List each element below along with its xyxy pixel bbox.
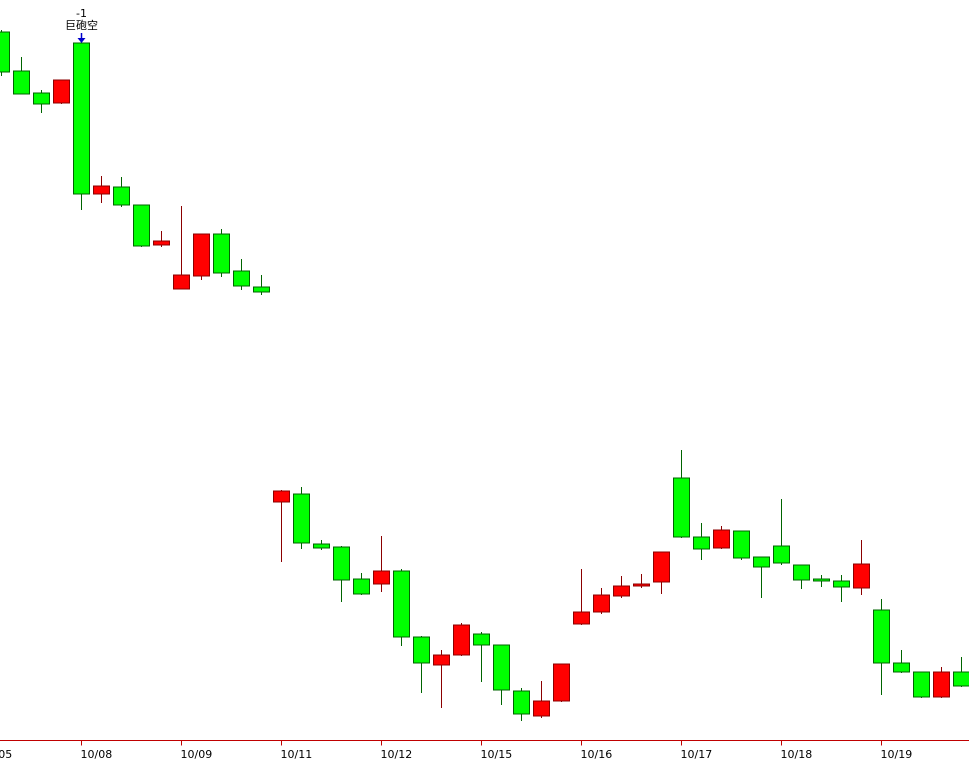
- candle-body: [913, 671, 930, 698]
- candle-body: [13, 70, 30, 95]
- candle-body: [313, 543, 330, 549]
- candle-body: [733, 530, 750, 559]
- candle-body: [853, 563, 870, 589]
- candle-body: [0, 31, 10, 73]
- candle-body: [73, 42, 90, 195]
- candle-body: [633, 583, 650, 587]
- candle-body: [753, 556, 770, 568]
- candle-body: [673, 477, 690, 538]
- candle-body: [133, 204, 150, 247]
- candle-body: [693, 536, 710, 550]
- candle-body: [893, 662, 910, 673]
- x-tick-label: 10/18: [781, 748, 813, 761]
- candle-body: [233, 270, 250, 287]
- candle-body: [613, 585, 630, 597]
- candle-body: [533, 700, 550, 717]
- candle-body: [193, 233, 210, 277]
- candle-body: [573, 611, 590, 625]
- x-tick-label: 10/08: [81, 748, 113, 761]
- candle-body: [453, 624, 470, 656]
- candle-body: [773, 545, 790, 564]
- candle-body: [653, 551, 670, 583]
- candle-body: [413, 636, 430, 664]
- x-tick-label: 10/09: [181, 748, 213, 761]
- candle-body: [153, 240, 170, 246]
- candle-body: [953, 671, 969, 687]
- candle-body: [273, 490, 290, 503]
- candle-body: [93, 185, 110, 195]
- candle-body: [833, 580, 850, 588]
- candle-body: [293, 493, 310, 544]
- candle-body: [593, 594, 610, 613]
- candle-body: [333, 546, 350, 581]
- candle-body: [793, 564, 810, 581]
- x-tick-label: 10/05: [0, 748, 12, 761]
- candle-body: [253, 286, 270, 293]
- candle-body: [713, 529, 730, 549]
- x-tick-label: 10/12: [381, 748, 413, 761]
- candle-body: [213, 233, 230, 274]
- candle-body: [393, 570, 410, 638]
- candle-body: [553, 663, 570, 702]
- candle-body: [873, 609, 890, 664]
- candle-body: [813, 578, 830, 582]
- candle-body: [473, 633, 490, 646]
- candle-body: [493, 644, 510, 691]
- candle-body: [513, 690, 530, 715]
- x-tick-label: 10/11: [281, 748, 313, 761]
- candle-body: [33, 92, 50, 105]
- candle-body: [933, 671, 950, 698]
- candle-body: [373, 570, 390, 585]
- annotation-text: -1: [76, 7, 87, 20]
- candle-body: [173, 274, 190, 290]
- x-tick-label: 10/19: [881, 748, 913, 761]
- candle-body: [113, 186, 130, 206]
- candle-body: [53, 79, 70, 104]
- candle-body: [353, 578, 370, 595]
- annotation-text: 巨砲空: [65, 18, 98, 32]
- candle-body: [433, 654, 450, 666]
- x-tick-label: 10/15: [481, 748, 513, 761]
- x-tick-label: 10/16: [581, 748, 613, 761]
- x-tick-label: 10/17: [681, 748, 713, 761]
- annotation-arrowhead: [77, 38, 86, 43]
